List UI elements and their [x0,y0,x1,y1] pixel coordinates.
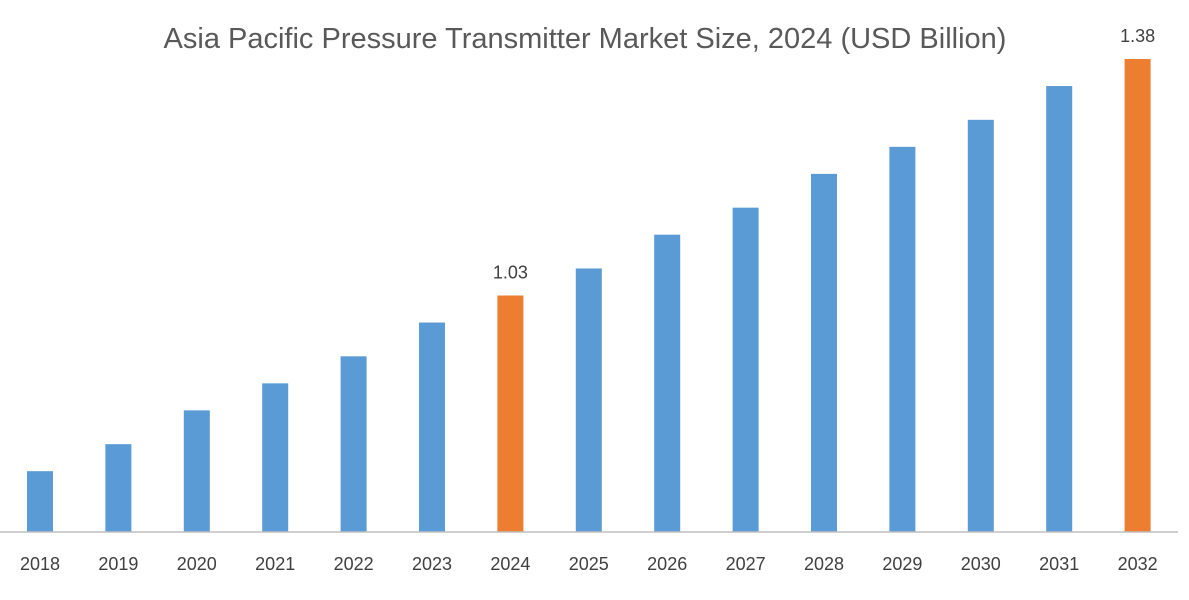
x-tick-2029: 2029 [882,554,922,574]
x-tick-2019: 2019 [98,554,138,574]
x-tick-2018: 2018 [20,554,60,574]
data-label-2032: 1.38 [1120,26,1155,46]
x-tick-2032: 2032 [1118,554,1158,574]
bars-group [27,59,1151,533]
x-tick-2023: 2023 [412,554,452,574]
bar-2018 [27,471,53,532]
x-tick-2020: 2020 [177,554,217,574]
x-tick-2025: 2025 [569,554,609,574]
bar-2027 [732,207,759,532]
bar-2032 [1124,59,1151,532]
bar-2019 [105,444,132,532]
bar-2026 [654,234,681,532]
x-tick-2027: 2027 [726,554,766,574]
data-label-2024: 1.03 [493,263,528,283]
bar-2028 [811,173,837,532]
bar-2024 [497,295,524,532]
data-labels: 1.03 1.38 [493,26,1155,283]
x-tick-2031: 2031 [1039,554,1079,574]
bar-2023 [419,322,445,532]
bar-2020 [183,410,210,532]
bar-2021 [262,383,289,532]
x-tick-2030: 2030 [961,554,1001,574]
bar-2030 [967,119,994,533]
bar-2031 [1046,86,1073,533]
bar-2029 [889,146,916,533]
bar-2025 [575,268,602,532]
bar-2022 [340,356,367,532]
x-tick-2021: 2021 [255,554,295,574]
x-tick-2022: 2022 [334,554,374,574]
x-tick-labels: 2018 2019 2020 2021 2022 2023 2024 2025 2026 2027… [20,554,1158,574]
x-tick-2028: 2028 [804,554,844,574]
x-tick-2024: 2024 [490,554,530,574]
chart-title: Asia Pacific Pressure Transmitter Market… [164,23,1007,55]
x-tick-2026: 2026 [647,554,687,574]
